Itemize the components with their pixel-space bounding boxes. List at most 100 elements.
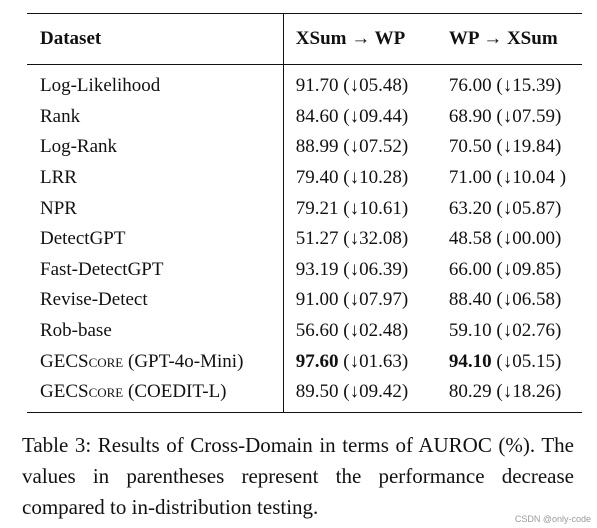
wp-xsum-value: 80.29 <box>448 381 492 403</box>
xsum-wp-drop: (↓05.48) <box>343 75 409 97</box>
xsum-wp-cell: 56.60 (↓02.48) <box>282 315 437 347</box>
wp-xsum-value: 88.40 <box>448 289 492 311</box>
header-wp-to-xsum: WP → XSum <box>448 28 558 49</box>
xsum-wp-cell: 97.60 (↓01.63) <box>282 346 437 377</box>
wp-xsum-cell: 48.58 (↓00.00) <box>437 224 582 255</box>
dataset-cell: Rob-base <box>40 320 112 342</box>
wp-xsum-drop: (↓05.15) <box>496 350 562 372</box>
table-row: Fast-DetectGPT 93.19 (↓06.39) 66.00 (↓09… <box>27 254 582 286</box>
dataset-cell: GECScore (COEDIT-L) <box>27 377 283 412</box>
wp-xsum-cell: 76.00 (↓15.39) <box>437 65 582 102</box>
wp-xsum-cell: 68.90 (↓07.59) <box>437 102 582 133</box>
wp-xsum-value: 48.58 <box>448 228 492 250</box>
wp-xsum-cell: 66.00 (↓09.85) <box>437 255 582 286</box>
table-body: Log-Likelihood 91.70 (↓05.48) 76.00 (↓15… <box>27 64 582 413</box>
wp-xsum-value: 94.10 <box>448 350 492 372</box>
wp-xsum-value: 70.50 <box>448 136 492 158</box>
wp-xsum-cell: 59.10 (↓02.76) <box>437 316 582 347</box>
table-row: NPR 79.21 (↓10.61) 63.20 (↓05.87) <box>27 193 582 224</box>
wp-xsum-cell: 80.29 (↓18.26) <box>437 377 582 412</box>
xsum-wp-value: 79.21 <box>295 197 339 219</box>
header-row: Dataset XSum → WP WP → XSum <box>27 13 582 65</box>
watermark: CSDN @only-code <box>514 514 591 524</box>
table-row: GECScore (COEDIT-L) 89.50 (↓09.42) 80.29… <box>27 376 582 413</box>
wp-xsum-cell: 70.50 (↓19.84) <box>437 132 582 163</box>
dataset-cell: NPR <box>40 197 77 219</box>
wp-xsum-drop: (↓06.58) <box>496 289 562 311</box>
table-row: Revise-Detect 91.00 (↓07.97) 88.40 (↓06.… <box>27 285 582 316</box>
table-row: LRR 79.40 (↓10.28) 71.00 (↓10.04 ) <box>27 162 582 194</box>
wp-xsum-drop: (↓02.76) <box>496 320 562 342</box>
wp-xsum-cell: 94.10 (↓05.15) <box>437 346 582 377</box>
table-row: GECScore (GPT-4o-Mini) 97.60 (↓01.63) 94… <box>27 346 582 377</box>
method-variant: (COEDIT-L) <box>128 381 227 403</box>
wp-xsum-drop: (↓07.59) <box>496 105 562 127</box>
dataset-cell: LRR <box>40 167 77 189</box>
xsum-wp-drop: (↓01.63) <box>343 350 409 372</box>
wp-xsum-value: 59.10 <box>448 320 492 342</box>
xsum-wp-drop: (↓10.61) <box>343 197 409 219</box>
wp-xsum-value: 68.90 <box>448 105 492 127</box>
xsum-wp-cell: 91.00 (↓07.97) <box>282 285 437 316</box>
xsum-wp-drop: (↓06.39) <box>343 258 409 280</box>
header-dataset: Dataset <box>40 28 102 49</box>
dataset-cell: Log-Likelihood <box>40 75 161 97</box>
dataset-cell: Log-Rank <box>40 136 118 158</box>
table-row: DetectGPT 51.27 (↓32.08) 48.58 (↓00.00) <box>27 223 582 255</box>
dataset-cell: DetectGPT <box>40 228 126 250</box>
xsum-wp-cell: 89.50 (↓09.42) <box>282 376 437 413</box>
dataset-cell: Revise-Detect <box>40 289 148 311</box>
xsum-wp-cell: 84.60 (↓09.44) <box>282 101 437 133</box>
xsum-wp-value: 84.60 <box>295 105 339 127</box>
header-xsum-to-wp: XSum → WP <box>282 13 437 65</box>
xsum-wp-value: 88.99 <box>295 136 339 158</box>
table-row: Rank 84.60 (↓09.44) 68.90 (↓07.59) <box>27 101 582 133</box>
wp-xsum-cell: 71.00 (↓10.04 ) <box>437 163 582 194</box>
wp-xsum-value: 66.00 <box>448 258 492 280</box>
wp-xsum-drop: (↓00.00) <box>496 228 562 250</box>
xsum-wp-drop: (↓07.97) <box>343 289 409 311</box>
xsum-wp-cell: 79.40 (↓10.28) <box>282 162 437 194</box>
method-name: GECScore <box>40 381 124 403</box>
xsum-wp-drop: (↓09.42) <box>343 381 409 403</box>
xsum-wp-drop: (↓09.44) <box>343 105 409 127</box>
results-table-container: Dataset XSum → WP WP → XSum Log-Likeliho… <box>27 13 582 413</box>
xsum-wp-drop: (↓07.52) <box>343 136 409 158</box>
xsum-wp-value: 79.40 <box>295 167 339 189</box>
dataset-cell: Fast-DetectGPT <box>40 258 164 280</box>
xsum-wp-drop: (↓02.48) <box>343 320 409 342</box>
table-caption: Table 3: Results of Cross-Domain in term… <box>22 433 574 519</box>
xsum-wp-value: 93.19 <box>295 258 339 280</box>
table-row: Log-Likelihood 91.70 (↓05.48) 76.00 (↓15… <box>27 64 582 102</box>
xsum-wp-value: 89.50 <box>295 381 339 403</box>
xsum-wp-cell: 93.19 (↓06.39) <box>282 254 437 286</box>
xsum-wp-value: 91.70 <box>295 75 339 97</box>
dataset-cell: GECScore (GPT-4o-Mini) <box>27 346 283 377</box>
method-variant: (GPT-4o-Mini) <box>128 350 244 372</box>
wp-xsum-value: 63.20 <box>448 197 492 219</box>
xsum-wp-drop: (↓32.08) <box>343 228 409 250</box>
dataset-cell: Rank <box>40 105 81 127</box>
xsum-wp-cell: 79.21 (↓10.61) <box>282 193 437 224</box>
wp-xsum-value: 76.00 <box>448 75 492 97</box>
xsum-wp-value: 51.27 <box>295 228 339 250</box>
wp-xsum-cell: 63.20 (↓05.87) <box>437 193 582 224</box>
wp-xsum-drop: (↓15.39) <box>496 75 562 97</box>
wp-xsum-value: 71.00 <box>448 167 492 189</box>
wp-xsum-drop: (↓09.85) <box>496 258 562 280</box>
wp-xsum-drop: (↓05.87) <box>496 197 562 219</box>
xsum-wp-cell: 91.70 (↓05.48) <box>282 64 437 102</box>
wp-xsum-cell: 88.40 (↓06.58) <box>437 285 582 316</box>
table-row: Rob-base 56.60 (↓02.48) 59.10 (↓02.76) <box>27 315 582 347</box>
method-name: GECScore <box>40 350 124 372</box>
xsum-wp-value: 91.00 <box>295 289 339 311</box>
results-table: Dataset XSum → WP WP → XSum Log-Likeliho… <box>27 13 582 413</box>
wp-xsum-drop: (↓10.04 ) <box>496 167 567 189</box>
table-row: Log-Rank 88.99 (↓07.52) 70.50 (↓19.84) <box>27 132 582 163</box>
wp-xsum-drop: (↓18.26) <box>496 381 562 403</box>
xsum-wp-cell: 51.27 (↓32.08) <box>282 223 437 255</box>
xsum-wp-value: 56.60 <box>295 320 339 342</box>
xsum-wp-drop: (↓10.28) <box>343 167 409 189</box>
wp-xsum-drop: (↓19.84) <box>496 136 562 158</box>
xsum-wp-value: 97.60 <box>295 350 339 372</box>
